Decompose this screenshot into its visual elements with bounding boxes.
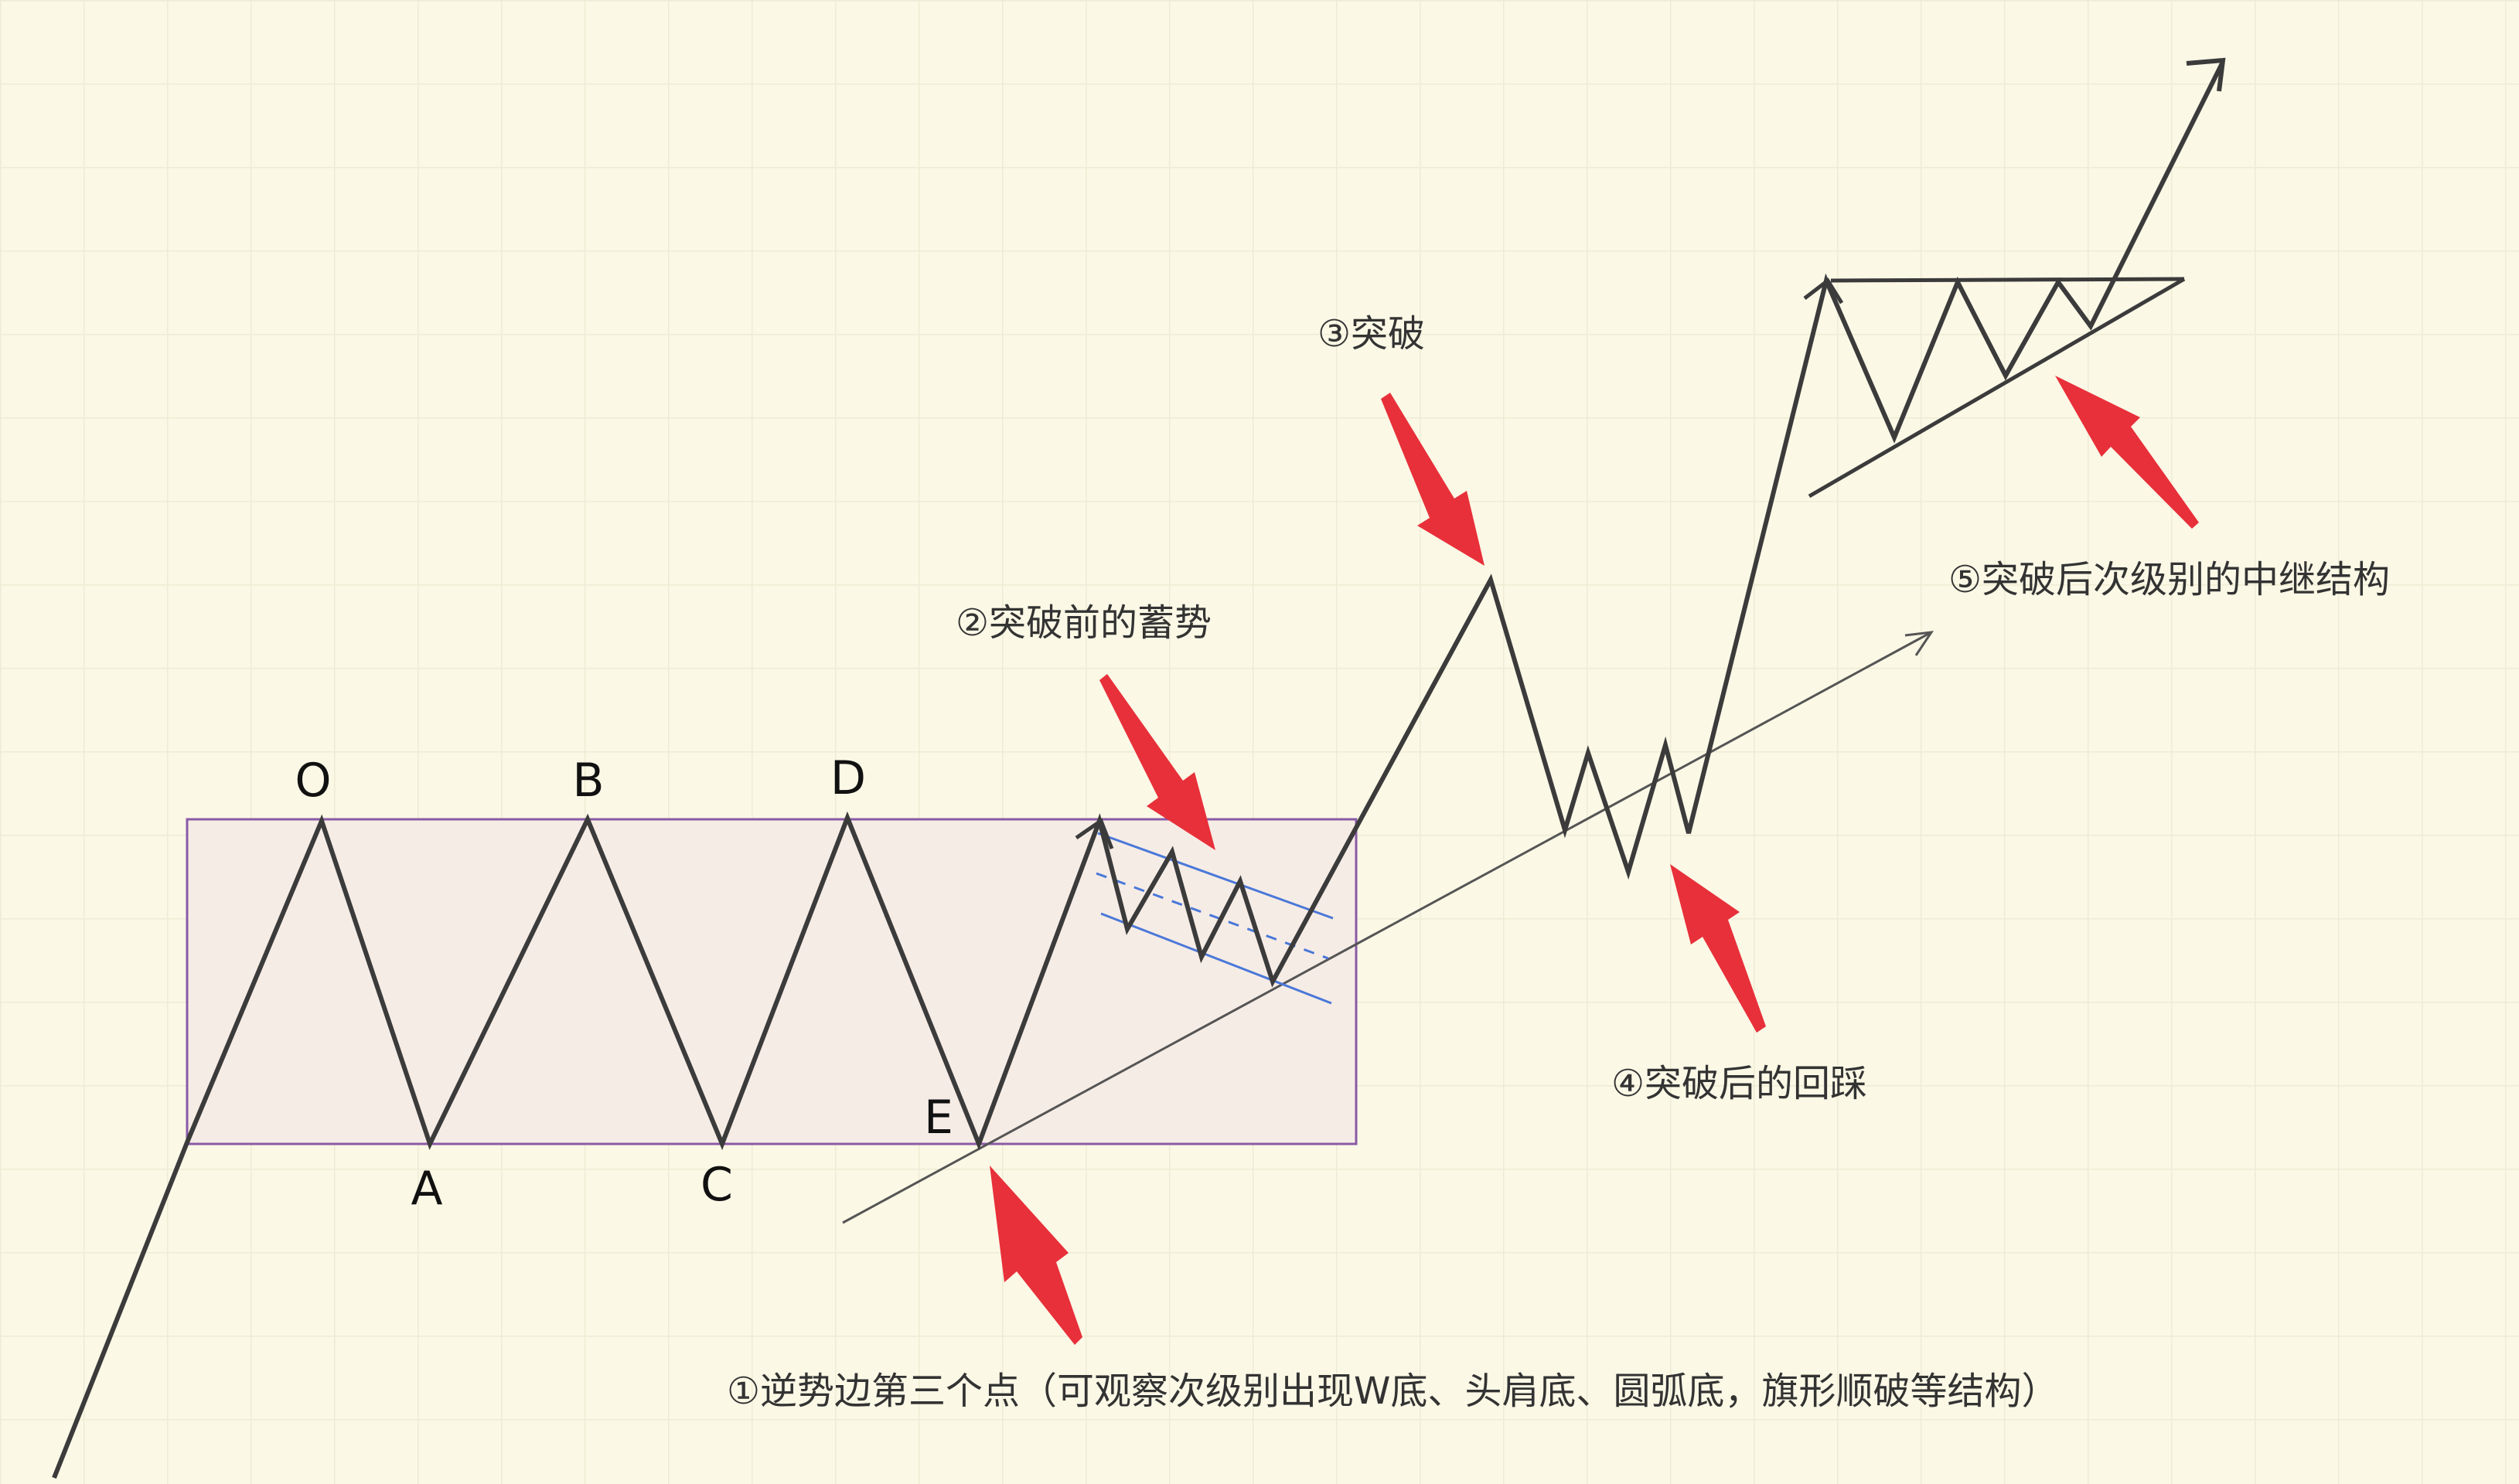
trendline <box>842 631 1934 1224</box>
arrow-two <box>1099 674 1215 850</box>
consolidation-range-box <box>186 818 1358 1145</box>
label-e: E <box>924 1091 953 1145</box>
annotation-four: ④突破后的回踩 <box>1611 1062 1867 1105</box>
label-d: D <box>830 751 866 805</box>
annotation-two: ②突破前的蓄势 <box>956 601 1212 645</box>
label-c: C <box>700 1158 733 1212</box>
annotation-five: ⑤突破后次级别的中继结构 <box>1948 558 2390 601</box>
red-arrows <box>990 376 2199 1345</box>
label-b: B <box>572 754 604 808</box>
arrow-four <box>1670 864 1766 1033</box>
triangle-arrowhead <box>1803 277 1844 305</box>
arrow-three <box>1381 393 1484 566</box>
annotation-one: ①逆势边第三个点（可观察次级别出现W底、头肩底、圆弧底，旗形顺破等结构） <box>727 1370 2059 1413</box>
arrow-five <box>2055 376 2199 529</box>
arrow-one <box>990 1166 1082 1345</box>
label-o: O <box>295 754 331 808</box>
pullback-arrowhead <box>1075 818 1114 849</box>
price-path <box>52 60 2225 1479</box>
continuation-triangle <box>1808 277 2186 499</box>
label-a: A <box>411 1162 442 1216</box>
flag-channel <box>1096 832 1334 1005</box>
annotation-three: ③突破 <box>1317 312 1425 356</box>
top-arrowhead <box>2186 57 2226 92</box>
